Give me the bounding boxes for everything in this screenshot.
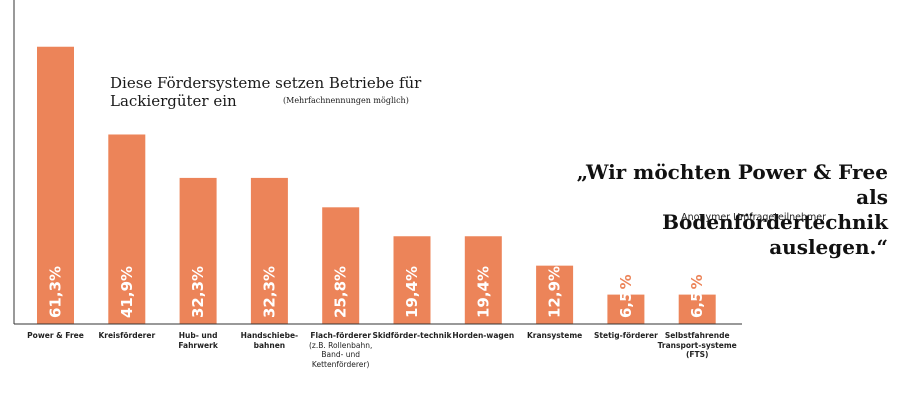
category-label-text: Stetig-förderer [594,331,658,340]
category-label-3: Hub- und Fahrwerk [158,331,238,350]
bar-value-label-7: 19,4% [474,266,492,318]
category-label-2: Kreisförderer [87,331,167,341]
category-label-5: Flach-förderer (z.B. Rollenbahn, Band- un… [301,331,381,369]
bar-4 [250,177,288,324]
bar-8 [536,265,574,324]
bar-9 [607,294,645,324]
category-label-text: Handschiebe-bahnen [240,331,299,350]
category-label-10: Selbstfahrende Transport-systeme (FTS) [657,331,737,360]
category-label-text: Selbstfahrende Transport-systeme (FTS) [657,331,737,359]
bar-3 [179,177,217,324]
category-label-text: Horden-wagen [452,331,515,340]
bar-5 [322,207,360,324]
category-label-text: Kreisförderer [98,331,156,340]
category-label-text: Hub- und Fahrwerk [178,331,218,350]
bar-value-label-2: 41,9% [118,266,136,318]
bar-value-label-9: 6,5% [617,274,635,318]
bar-2 [108,134,146,324]
category-label-text: Power & Free [27,331,84,340]
bar-7 [464,236,502,324]
category-label-8: Kransysteme [515,331,595,341]
category-label-note: (z.B. Rollenbahn, Band- und Kettenförder… [308,340,373,369]
bar-10 [678,294,716,324]
bar-1 [37,46,74,325]
category-label-1: Power & Free [16,331,96,341]
chart-subtitle: (Mehrfachnennungen möglich) [283,96,409,105]
category-label-7: Horden-wagen [443,331,523,341]
quote-line2: Bodenfördertechnik auslegen.“ [662,210,888,259]
bar-value-label-3: 32,3% [189,266,207,318]
category-label-9: Stetig-förderer [586,331,666,341]
bar-value-label-1: 61,3% [47,266,65,318]
quote: „Wir möchten Power & Free als Bodenförde… [566,160,888,260]
category-label-text: Kransysteme [526,331,583,340]
bar-value-label-6: 19,4% [403,266,421,318]
bar-6 [393,236,431,324]
quote-line1: „Wir möchten Power & Free als [576,160,888,209]
chart-title-line1: Diese Fördersysteme setzen Betriebe für [110,74,422,92]
quote-author: Anonymer Umfrageteilnehmer [681,212,826,223]
category-label-4: Handschiebe-bahnen [229,331,309,350]
category-label-text: Skidförder-technik [372,331,452,340]
bar-value-label-4: 32,3% [260,266,278,318]
category-label-6: Skidförder-technik [372,331,452,341]
bar-value-label-5: 25,8% [332,266,350,318]
category-label-text: Flach-förderer [310,331,372,340]
bar-value-label-10: 6,5% [688,274,706,318]
bar-value-label-8: 12,9% [546,266,564,318]
chart-title: Diese Fördersysteme setzen Betriebe für … [110,74,440,110]
chart-title-line2: Lackiergüter ein [110,92,237,110]
